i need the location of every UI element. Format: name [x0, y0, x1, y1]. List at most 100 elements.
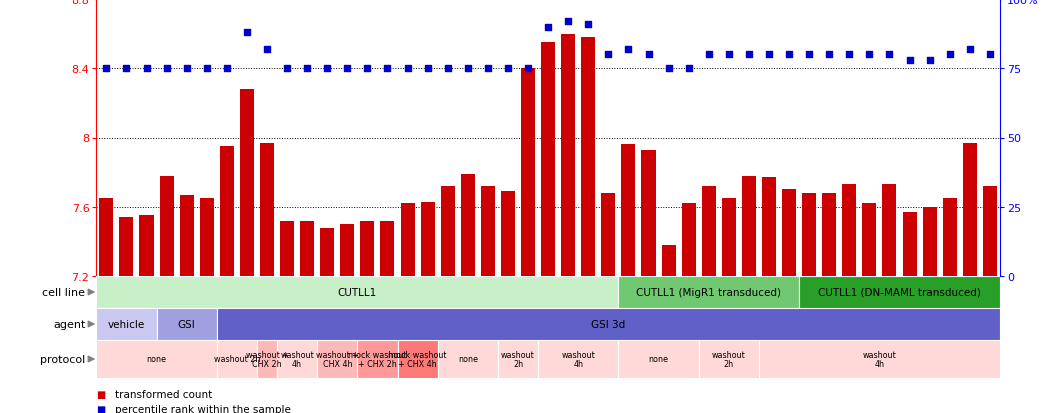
- Text: none: none: [648, 355, 669, 363]
- Bar: [119, 218, 133, 276]
- Bar: [802, 193, 817, 276]
- Text: mock washout
+ CHX 4h: mock washout + CHX 4h: [388, 350, 447, 368]
- Point: [600, 52, 617, 59]
- Bar: [159, 176, 174, 276]
- Text: CUTLL1: CUTLL1: [338, 287, 377, 297]
- Bar: [320, 228, 334, 276]
- Bar: [398, 340, 438, 378]
- Bar: [280, 221, 294, 276]
- Point: [440, 66, 456, 72]
- Bar: [642, 150, 655, 276]
- Bar: [759, 340, 1000, 378]
- Bar: [96, 276, 619, 308]
- Bar: [96, 340, 217, 378]
- Text: protocol: protocol: [40, 354, 86, 364]
- Text: washout
4h: washout 4h: [561, 350, 595, 368]
- Point: [941, 52, 958, 59]
- Text: CUTLL1 (MigR1 transduced): CUTLL1 (MigR1 transduced): [637, 287, 781, 297]
- Point: [158, 66, 175, 72]
- Point: [882, 52, 898, 59]
- Bar: [240, 90, 254, 276]
- Point: [219, 66, 236, 72]
- Point: [198, 66, 215, 72]
- Bar: [217, 308, 1000, 340]
- Bar: [401, 204, 415, 276]
- Bar: [903, 212, 916, 276]
- Bar: [662, 245, 675, 276]
- Text: GSI 3d: GSI 3d: [592, 319, 625, 329]
- Text: GSI: GSI: [178, 319, 196, 329]
- Point: [560, 19, 577, 26]
- Bar: [538, 340, 619, 378]
- Point: [640, 52, 656, 59]
- Bar: [300, 221, 314, 276]
- Point: [700, 52, 717, 59]
- Bar: [983, 187, 997, 276]
- Bar: [521, 69, 535, 276]
- Bar: [963, 143, 977, 276]
- Point: [661, 66, 677, 72]
- Text: none: none: [147, 355, 166, 363]
- Bar: [721, 199, 736, 276]
- Point: [861, 52, 877, 59]
- Point: [279, 66, 295, 72]
- Point: [901, 57, 918, 64]
- Point: [419, 66, 436, 72]
- Bar: [619, 276, 799, 308]
- Bar: [257, 340, 277, 378]
- Bar: [942, 199, 957, 276]
- Point: [379, 66, 396, 72]
- Bar: [441, 187, 454, 276]
- Bar: [581, 38, 596, 276]
- Point: [681, 66, 697, 72]
- Bar: [619, 340, 698, 378]
- Bar: [200, 199, 214, 276]
- Point: [519, 66, 536, 72]
- Text: ■: ■: [96, 404, 106, 413]
- Point: [781, 52, 798, 59]
- Bar: [380, 221, 395, 276]
- Text: washout 2h: washout 2h: [214, 355, 260, 363]
- Bar: [217, 340, 257, 378]
- Point: [740, 52, 757, 59]
- Bar: [421, 202, 435, 276]
- Point: [620, 46, 637, 53]
- Bar: [340, 225, 354, 276]
- Text: washout +
CHX 2h: washout + CHX 2h: [246, 350, 288, 368]
- Point: [480, 66, 496, 72]
- Bar: [277, 340, 317, 378]
- Text: washout
4h: washout 4h: [863, 350, 896, 368]
- Bar: [782, 190, 796, 276]
- Point: [359, 66, 376, 72]
- Bar: [621, 145, 636, 276]
- Bar: [822, 193, 837, 276]
- Bar: [357, 340, 398, 378]
- Bar: [360, 221, 375, 276]
- Text: percentile rank within the sample: percentile rank within the sample: [115, 404, 291, 413]
- Text: agent: agent: [53, 319, 86, 329]
- Point: [821, 52, 838, 59]
- Bar: [157, 308, 217, 340]
- Bar: [481, 187, 495, 276]
- Text: washout
4h: washout 4h: [281, 350, 314, 368]
- Bar: [180, 195, 194, 276]
- Text: cell line: cell line: [43, 287, 86, 297]
- Bar: [99, 199, 113, 276]
- Point: [239, 30, 255, 36]
- Bar: [601, 193, 616, 276]
- Bar: [498, 340, 538, 378]
- Point: [499, 66, 516, 72]
- Point: [460, 66, 476, 72]
- Point: [138, 66, 155, 72]
- Point: [981, 52, 998, 59]
- Point: [399, 66, 416, 72]
- Bar: [461, 174, 475, 276]
- Text: ■: ■: [96, 389, 106, 399]
- Point: [98, 66, 115, 72]
- Point: [540, 24, 557, 31]
- Bar: [863, 204, 876, 276]
- Point: [259, 46, 275, 53]
- Point: [298, 66, 315, 72]
- Bar: [500, 192, 515, 276]
- Point: [760, 52, 777, 59]
